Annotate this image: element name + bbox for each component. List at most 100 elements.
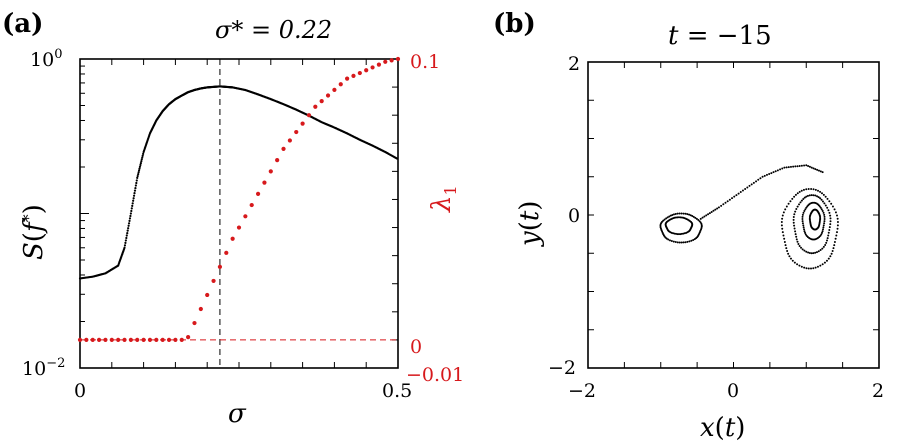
attractor-point [836,221,839,224]
attractor-point [674,241,677,244]
attractor-point [785,247,788,250]
attractor-point [680,216,683,219]
attractor-point [808,194,811,197]
attractor-point [735,194,738,197]
attractor-point [827,257,830,260]
attractor-point [810,194,813,197]
lambda-point [275,158,280,163]
attractor-point [674,212,677,215]
attractor-point [830,252,833,255]
attractor-point [724,201,727,204]
attractor-point [818,219,821,222]
attractor-point [821,231,823,234]
attractor-point [801,220,804,223]
attractor-point [805,164,808,167]
attractor-point [807,267,810,270]
attractor-point [816,195,819,198]
attractor-point [688,240,691,243]
attractor-point [825,241,828,244]
lambda-point [332,87,337,92]
attractor-point [805,250,808,253]
attractor-point [836,217,839,220]
s-point [136,174,139,178]
s-point [132,197,135,200]
lambda-point [224,250,229,255]
attractor-point [828,228,831,231]
lambda-point [192,320,197,326]
attractor-point [819,170,822,173]
attractor-point [733,195,736,198]
attractor-point [748,184,751,187]
attractor-point [802,224,805,227]
attractor-point [795,235,798,238]
s-point [128,217,132,220]
attractor-point [708,212,711,215]
attractor-point [803,196,806,199]
attractor-point [835,231,838,234]
attractor-point [794,230,797,233]
lambda-point [147,337,153,343]
lambda-point [141,337,146,343]
x-tick-0: 0 [74,380,86,402]
attractor-point [794,165,797,168]
attractor-point [776,169,779,172]
panel-b-title: t = −15 [668,21,772,51]
series-lambda [77,56,401,343]
attractor-point [798,190,801,193]
attractor-point [823,217,826,220]
s-point [134,186,137,190]
attractor-point [814,266,817,269]
attractor-point [826,237,829,240]
attractor-point [819,197,822,200]
s-point [138,165,142,168]
attractor-point [705,214,708,217]
attractor-point [699,217,702,220]
attractor-point [710,210,713,213]
s-point [131,202,134,205]
lambda-point [122,337,127,343]
attractor-point [805,267,808,270]
attractor-point [821,200,824,203]
attractor-point [668,215,671,218]
lambda-point [325,93,331,98]
lambda-point [77,337,83,343]
attractor-point [805,188,808,191]
s-point [127,222,131,225]
attractor-point [744,187,747,190]
attractor-point [684,241,687,244]
lambda-point [186,335,191,340]
attractor-point [783,166,786,169]
attractor-point [798,244,801,247]
s-point [139,163,142,167]
attractor-point [833,244,836,247]
attractor-point [819,206,822,209]
s-point [130,207,133,210]
attractor-point [774,170,777,173]
attractor-point [819,190,822,193]
s-point [123,244,127,247]
attractor-point [823,202,826,205]
attractor-point [822,245,825,248]
lambda-point [313,104,318,109]
lambda-point [287,138,292,143]
attractor-point [794,233,797,236]
attractor-point [833,208,836,211]
attractor-point [800,164,803,167]
panel-a-label: (a) [2,9,43,39]
attractor-point [794,193,797,196]
attractor-point [695,217,698,220]
attractor-point [819,249,822,252]
attractor-point [803,228,806,231]
attractor-point [827,231,830,234]
attractor-point [829,255,832,258]
s-point [127,224,130,227]
attractor-point [665,217,668,220]
attractor-point [822,226,825,229]
attractor-point [792,165,795,168]
attractor-point [793,227,796,230]
attractor-point [691,215,694,218]
lambda-point [376,62,382,67]
attractor-point [803,164,806,167]
attractor-point [787,202,790,205]
